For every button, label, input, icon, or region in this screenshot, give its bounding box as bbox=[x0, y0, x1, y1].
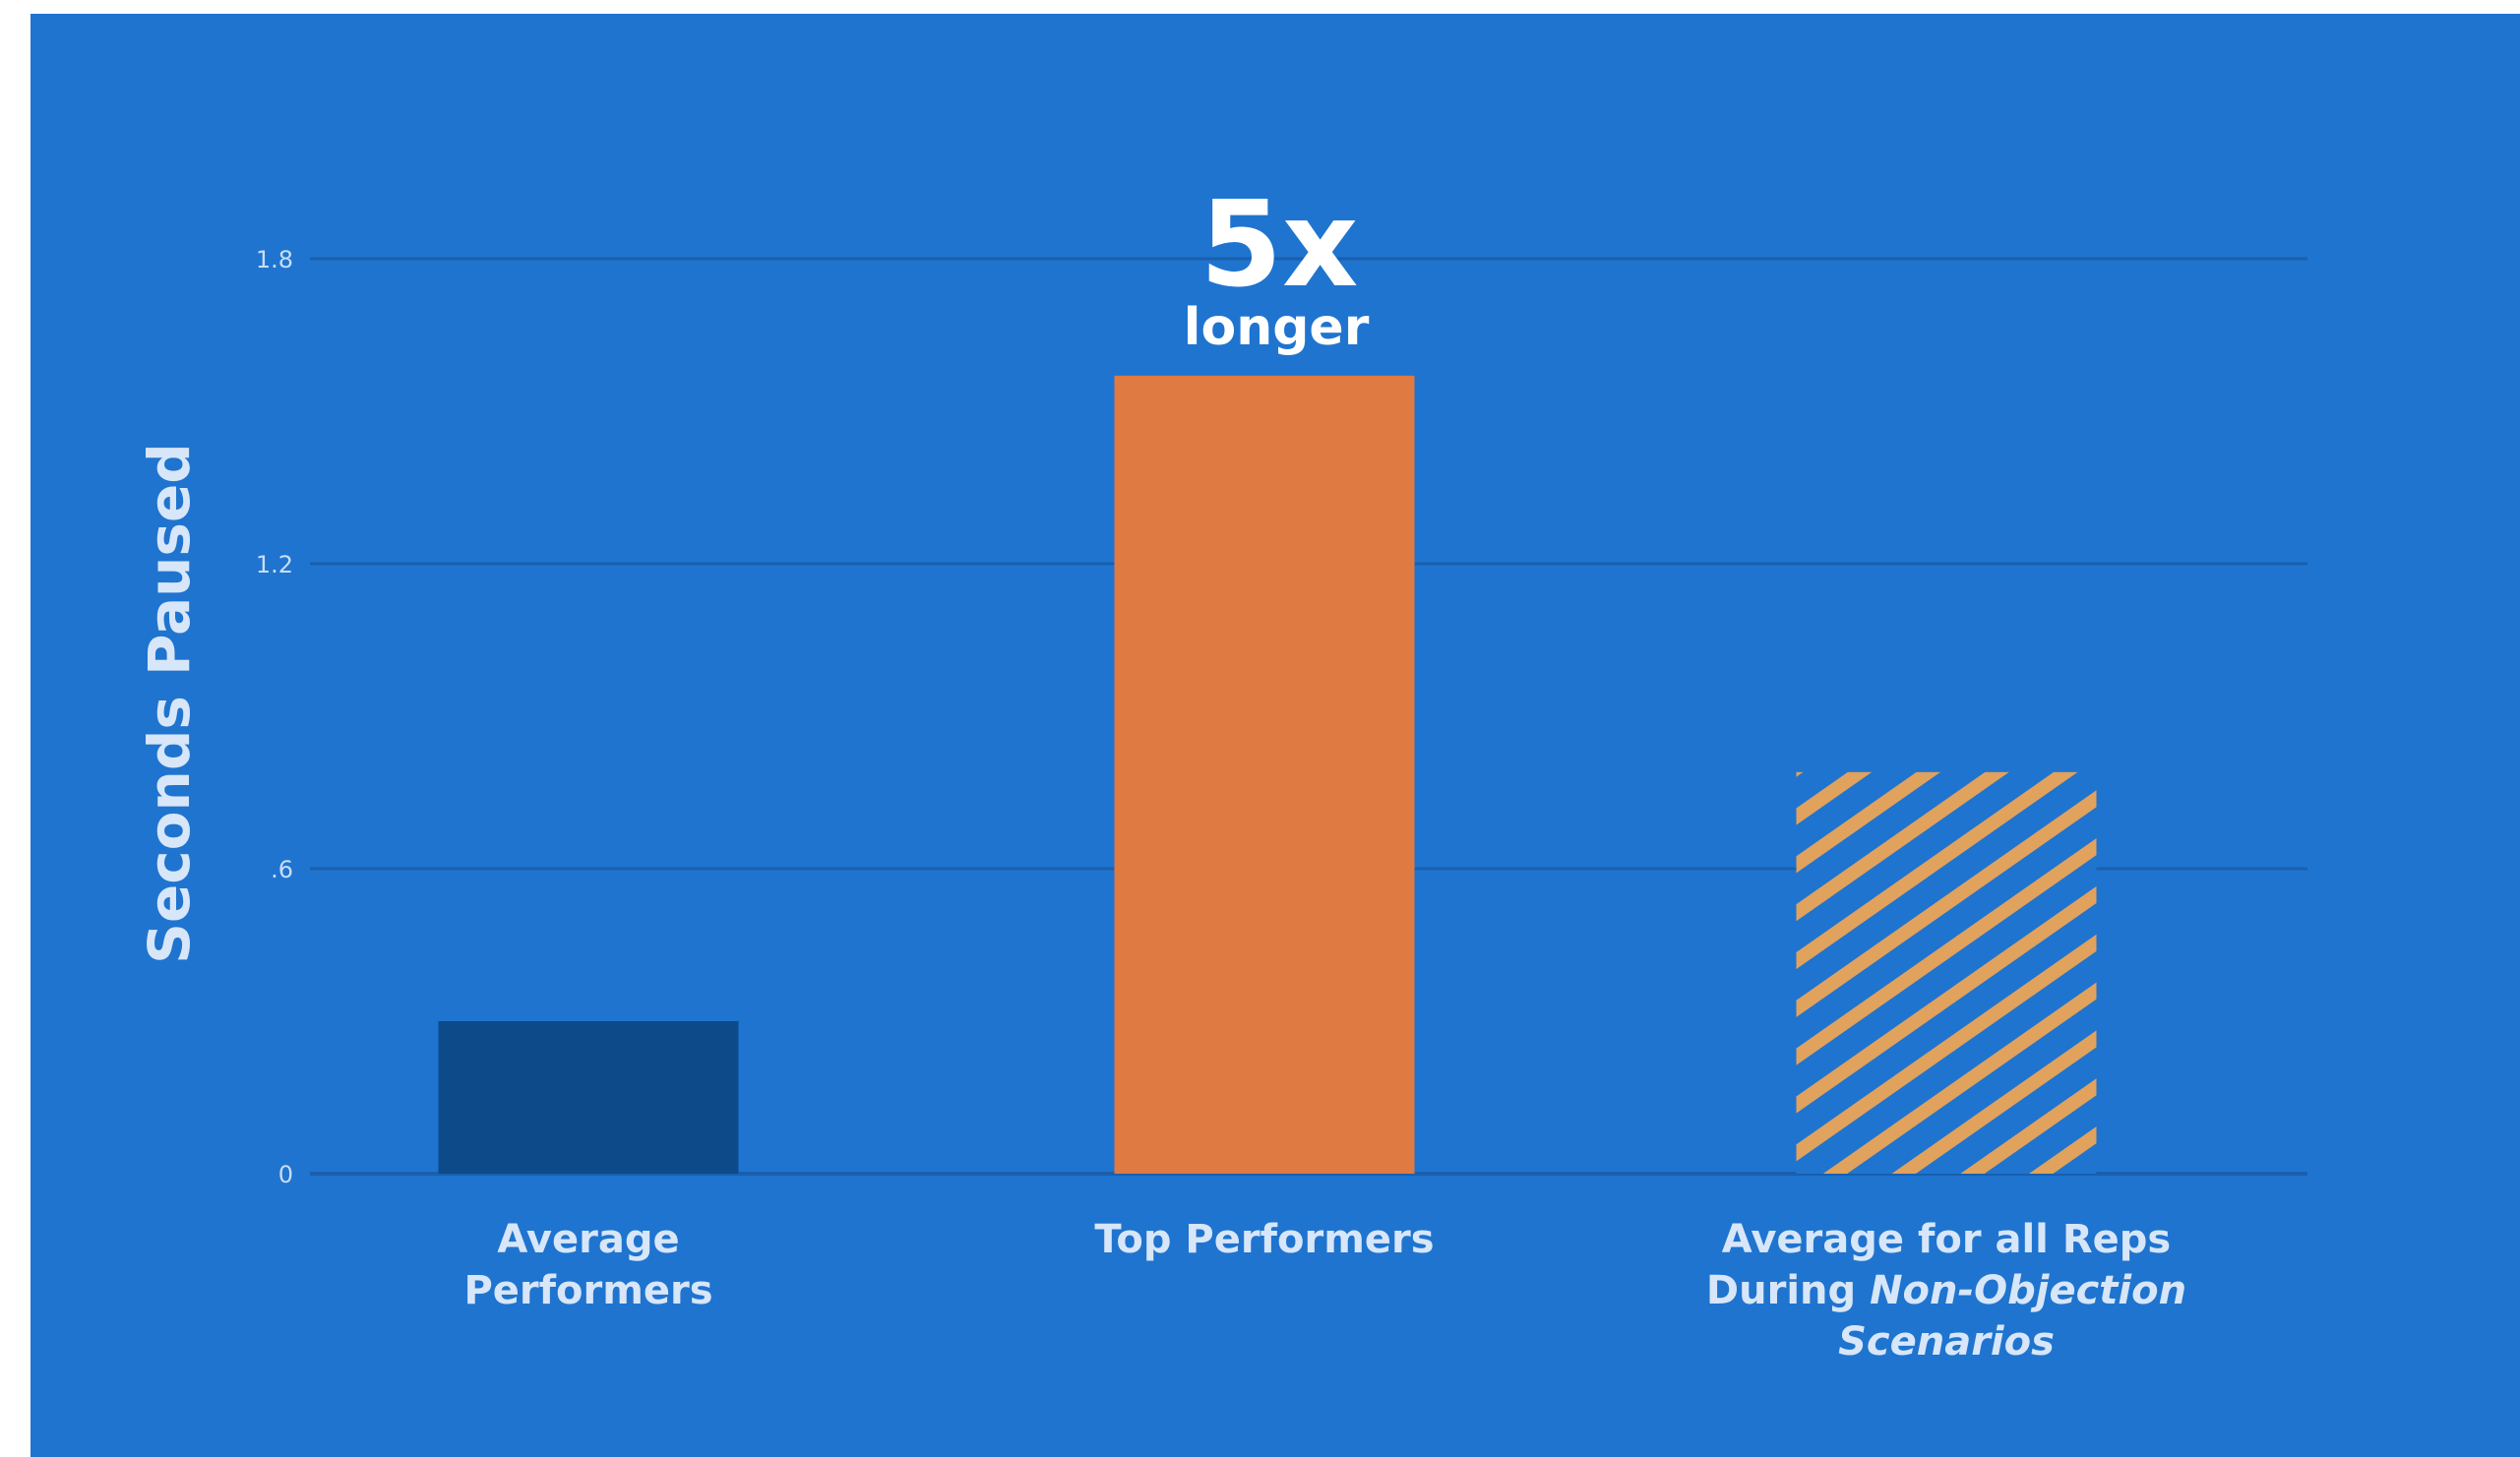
x-category-label: Average for all Reps During Non-Objection… bbox=[1706, 1217, 2186, 1365]
annotation-longer: longer bbox=[1184, 298, 1370, 357]
y-tick-label: 0 bbox=[278, 1161, 293, 1188]
annotation-multiplier: 5x bbox=[1200, 177, 1359, 314]
x-category-label: Top Performers bbox=[1094, 1217, 1434, 1262]
y-tick-label: 1.8 bbox=[256, 246, 293, 273]
bar bbox=[1796, 771, 2097, 1174]
bar bbox=[438, 1021, 739, 1174]
y-tick-label: .6 bbox=[271, 856, 293, 883]
y-axis-label: Seconds Paused bbox=[136, 443, 203, 964]
x-axis-categories: Average Performers Top Performers Average f… bbox=[463, 1217, 2186, 1365]
bars bbox=[438, 375, 2097, 1174]
y-tick-label: 1.2 bbox=[256, 551, 293, 578]
bar bbox=[1114, 375, 1415, 1174]
x-category-label: Average Performers bbox=[463, 1217, 712, 1313]
y-axis-ticks: 0 .6 1.2 1.8 bbox=[256, 246, 293, 1188]
